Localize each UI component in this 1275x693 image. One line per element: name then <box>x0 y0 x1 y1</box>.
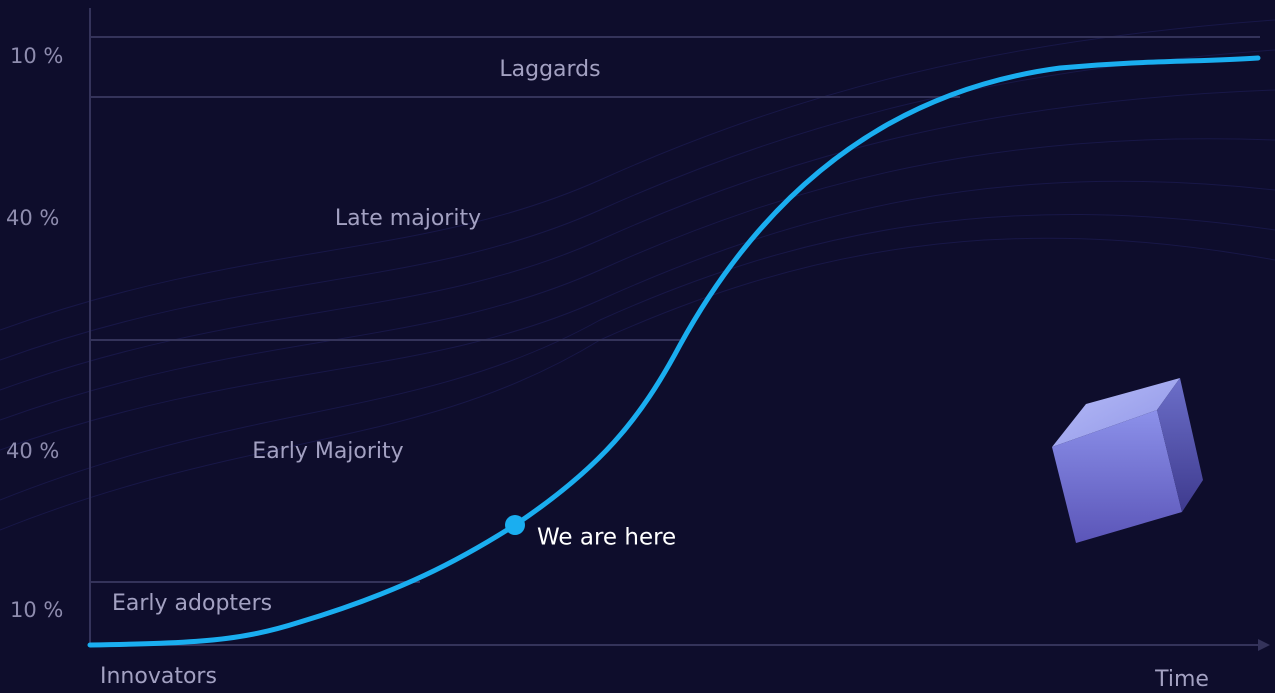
current-position-marker <box>505 515 525 535</box>
segment-label: Early adopters <box>112 591 272 616</box>
wave-texture <box>0 19 1275 531</box>
cube-decoration <box>1052 378 1203 543</box>
segment-label: Early Majority <box>252 439 403 464</box>
share-label: 40 % <box>6 206 59 230</box>
share-label: 40 % <box>6 439 59 463</box>
x-axis-arrow <box>1258 639 1270 651</box>
segment-label: Late majority <box>335 206 481 231</box>
x-axis-label: Time <box>1154 667 1209 692</box>
share-label: 10 % <box>10 598 63 622</box>
share-label: 10 % <box>10 44 63 68</box>
marker-label: We are here <box>537 525 676 551</box>
segment-label: Laggards <box>499 57 600 82</box>
adoption-curve <box>87 55 1261 648</box>
segment-label: Innovators <box>100 664 217 689</box>
